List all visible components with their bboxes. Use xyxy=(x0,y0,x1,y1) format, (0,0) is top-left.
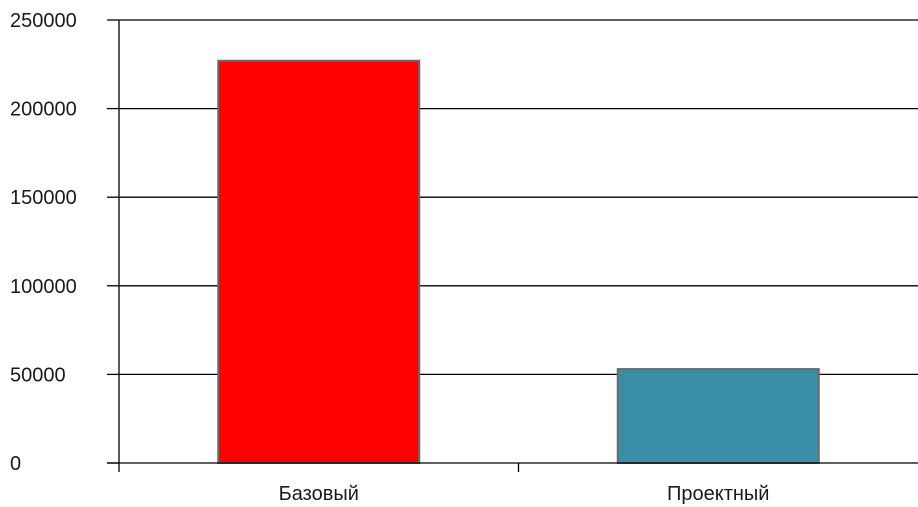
y-tick-label: 100000 xyxy=(10,276,77,298)
y-tick-label: 250000 xyxy=(10,10,77,32)
bars xyxy=(217,59,820,465)
x-tick-label: Базовый xyxy=(279,483,359,505)
bar-2 xyxy=(616,368,820,465)
axes xyxy=(107,19,918,472)
y-tick-label: 0 xyxy=(10,453,21,475)
y-tick-label: 200000 xyxy=(10,99,77,121)
y-tick-label: 50000 xyxy=(10,364,66,386)
y-tick-label: 150000 xyxy=(10,187,77,209)
bar-1 xyxy=(217,59,421,464)
labels: 0 50000 100000 150000 200000 250000 Базовый Про… xyxy=(10,10,769,505)
x-tick-label: Проектный xyxy=(667,483,769,505)
